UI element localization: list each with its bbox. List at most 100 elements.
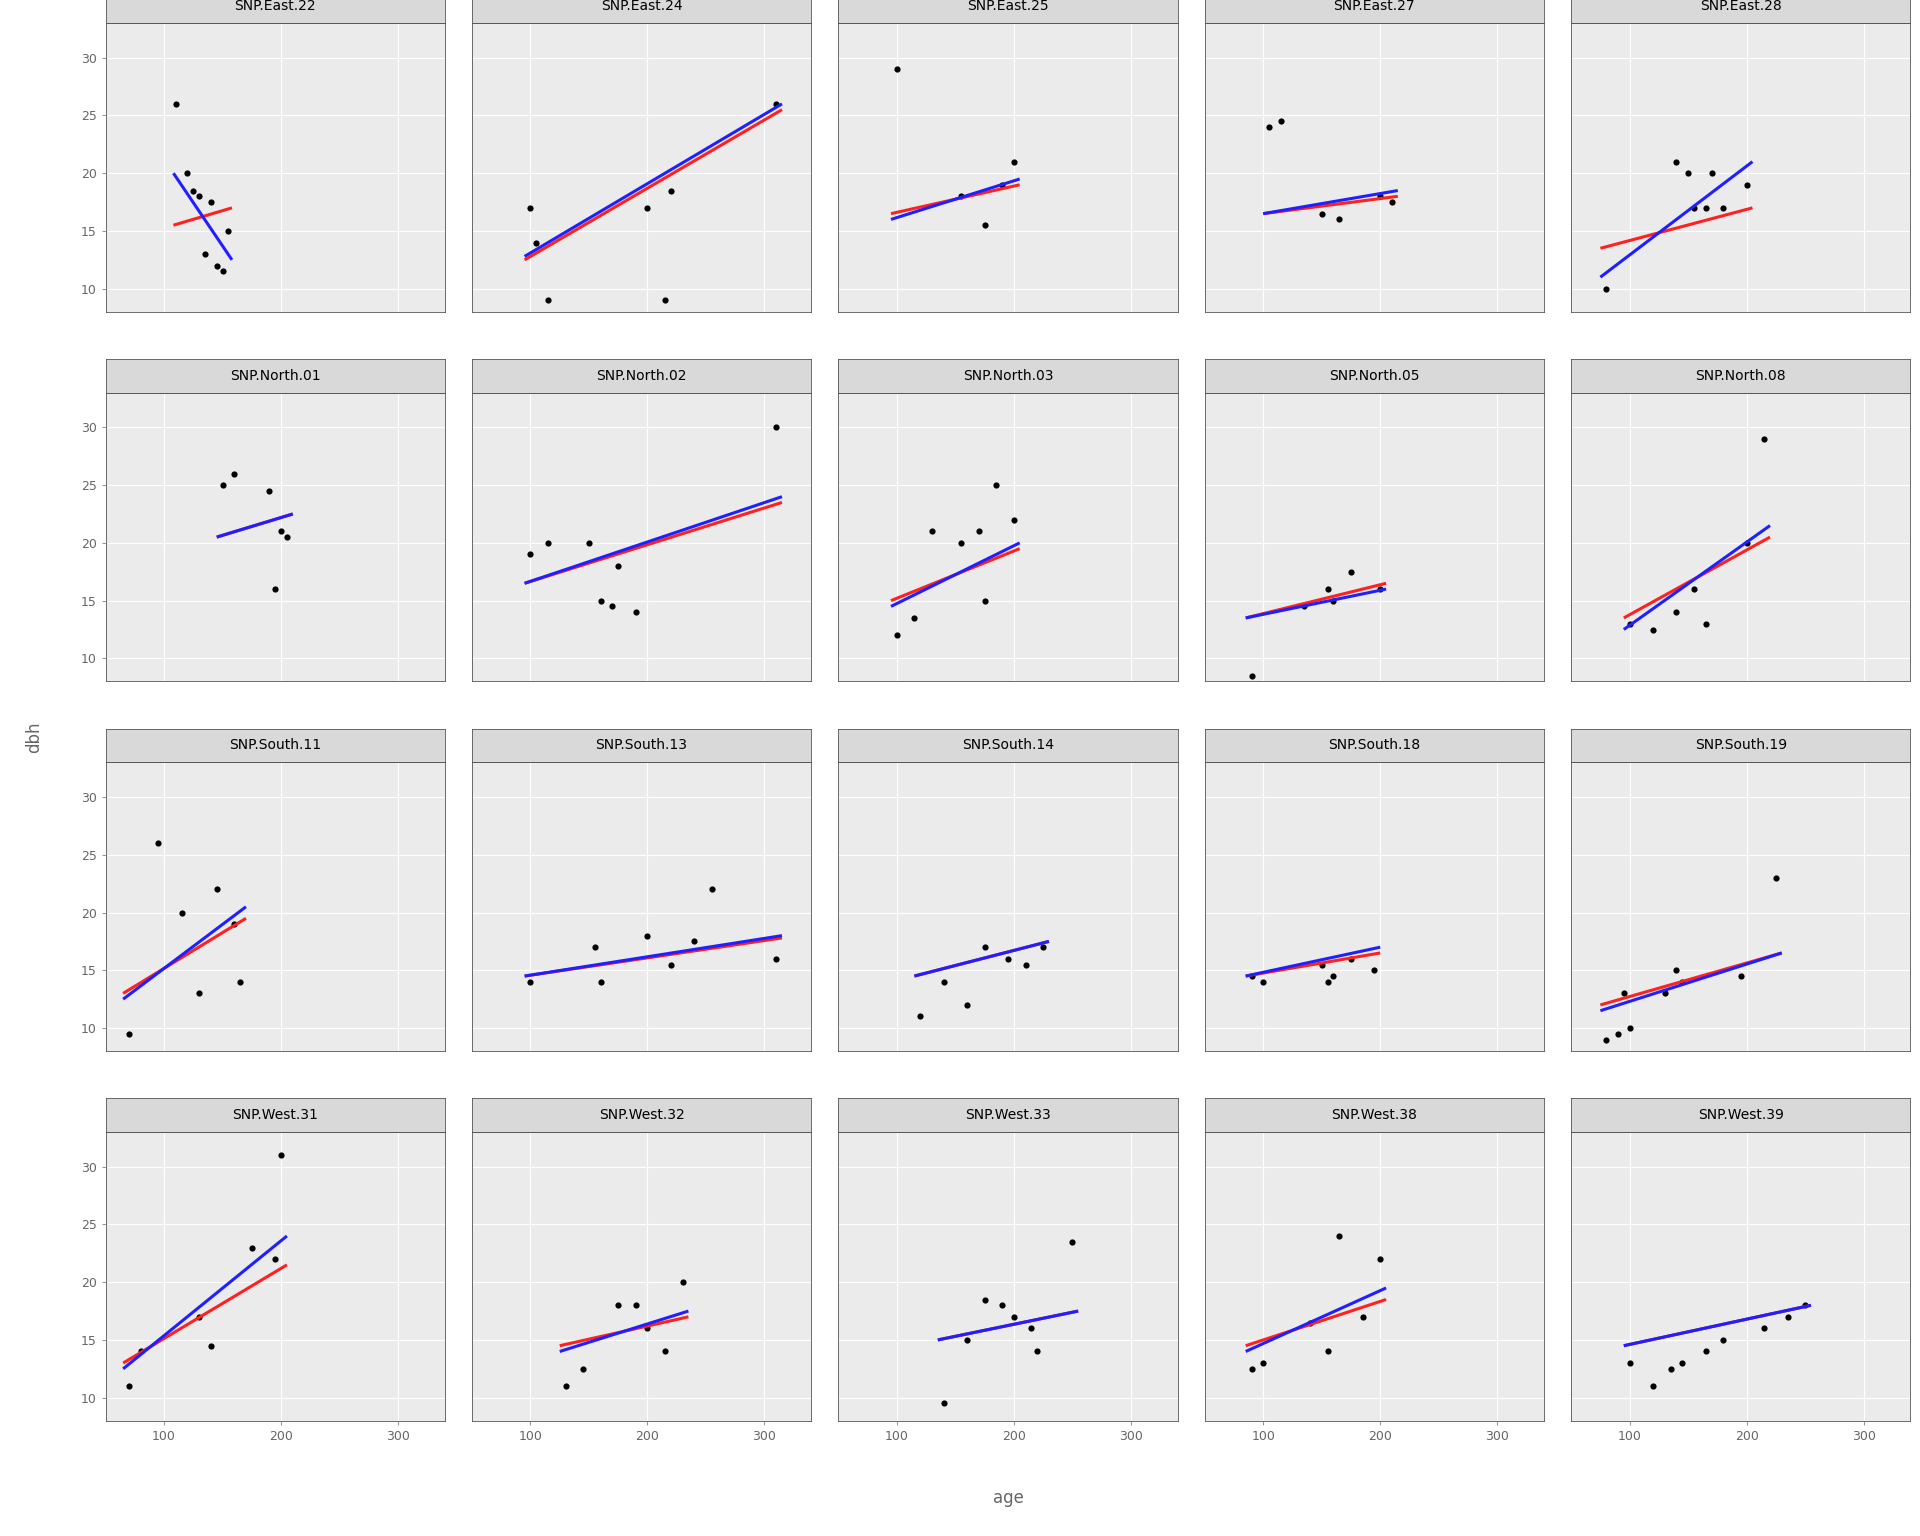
Point <box>760 415 791 439</box>
Text: SNP.North.01: SNP.North.01 <box>230 369 321 382</box>
Point <box>1359 958 1390 983</box>
Point <box>1306 952 1336 977</box>
Point <box>520 230 551 255</box>
Point <box>1294 1310 1325 1335</box>
Point <box>981 473 1012 498</box>
Point <box>265 1143 296 1167</box>
Point <box>1615 1015 1645 1040</box>
Point <box>987 1293 1018 1318</box>
Point <box>1761 866 1791 891</box>
Text: SNP.West.38: SNP.West.38 <box>1331 1107 1417 1123</box>
Point <box>952 992 983 1017</box>
Point <box>632 195 662 220</box>
Point <box>1325 1224 1356 1249</box>
Point <box>655 178 685 203</box>
Point <box>1365 184 1396 209</box>
Text: SNP.East.27: SNP.East.27 <box>1334 0 1415 14</box>
Point <box>970 214 1000 238</box>
Point <box>1615 611 1645 636</box>
Point <box>179 178 209 203</box>
Point <box>1311 969 1342 994</box>
Point <box>196 1333 227 1358</box>
Point <box>927 969 958 994</box>
Point <box>881 624 912 648</box>
Point <box>1311 578 1342 602</box>
Point <box>1661 149 1692 174</box>
Point <box>1021 1339 1052 1364</box>
Text: SNP.East.28: SNP.East.28 <box>1699 0 1782 14</box>
Point <box>1690 611 1720 636</box>
Point <box>1749 1316 1780 1341</box>
Point <box>603 1293 634 1318</box>
Point <box>113 1373 144 1398</box>
Point <box>1254 115 1284 140</box>
Point <box>259 1247 290 1272</box>
Point <box>603 553 634 578</box>
Point <box>947 184 977 209</box>
Text: SNP.South.14: SNP.South.14 <box>962 739 1054 753</box>
Point <box>568 1356 599 1381</box>
Point <box>1016 1316 1046 1341</box>
Point <box>213 218 244 243</box>
Point <box>1732 172 1763 197</box>
Point <box>184 184 215 209</box>
Point <box>1236 664 1267 688</box>
Point <box>1638 1373 1668 1398</box>
Point <box>207 473 238 498</box>
Point <box>632 1316 662 1341</box>
Point <box>225 969 255 994</box>
Point <box>904 1005 935 1029</box>
Text: SNP.South.19: SNP.South.19 <box>1695 739 1788 753</box>
Text: SNP.West.33: SNP.West.33 <box>966 1107 1050 1123</box>
Point <box>597 594 628 619</box>
Point <box>1348 1304 1379 1329</box>
Text: dbh: dbh <box>25 722 44 753</box>
Point <box>173 161 204 186</box>
Point <box>1311 1339 1342 1364</box>
Point <box>1726 963 1757 988</box>
Point <box>1690 1339 1720 1364</box>
Point <box>196 190 227 215</box>
Text: age: age <box>993 1488 1023 1507</box>
Point <box>998 1304 1029 1329</box>
Point <box>916 519 947 544</box>
Point <box>760 92 791 117</box>
Point <box>202 253 232 278</box>
Text: SNP.South.13: SNP.South.13 <box>595 739 687 753</box>
Point <box>964 519 995 544</box>
Point <box>1592 1028 1622 1052</box>
Point <box>1236 1356 1267 1381</box>
Point <box>993 946 1023 971</box>
Point <box>927 1392 958 1416</box>
Point <box>236 1235 267 1260</box>
Point <box>1377 190 1407 215</box>
Text: SNP.South.11: SNP.South.11 <box>228 739 321 753</box>
Point <box>1592 276 1622 301</box>
Point <box>1319 588 1350 613</box>
Point <box>207 260 238 284</box>
Point <box>881 57 912 81</box>
Point <box>947 530 977 554</box>
Point <box>574 530 605 554</box>
Point <box>620 601 651 625</box>
Text: SNP.North.03: SNP.North.03 <box>962 369 1054 382</box>
Point <box>253 479 284 504</box>
Point <box>142 831 173 856</box>
Point <box>1248 969 1279 994</box>
Point <box>1365 578 1396 602</box>
Point <box>1667 969 1697 994</box>
Point <box>1615 1350 1645 1375</box>
Text: SNP.South.18: SNP.South.18 <box>1329 739 1421 753</box>
Point <box>1319 963 1350 988</box>
Point <box>1058 1229 1089 1253</box>
Point <box>219 912 250 937</box>
Point <box>998 149 1029 174</box>
Text: SNP.North.02: SNP.North.02 <box>597 369 687 382</box>
Point <box>202 877 232 902</box>
Point <box>697 877 728 902</box>
Point <box>515 542 545 567</box>
Point <box>515 195 545 220</box>
Point <box>1678 578 1709 602</box>
Point <box>161 92 192 117</box>
Point <box>1010 952 1041 977</box>
